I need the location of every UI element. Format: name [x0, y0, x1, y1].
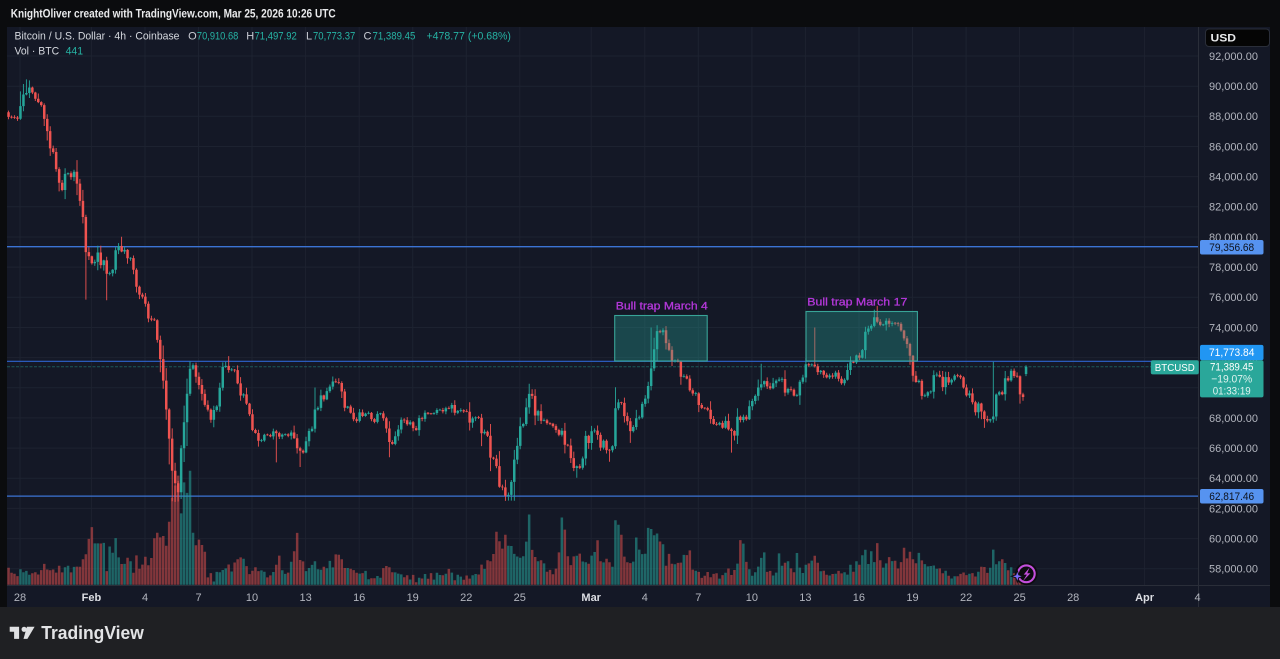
svg-text:68,000.00: 68,000.00 — [1209, 413, 1258, 425]
svg-text:84,000.00: 84,000.00 — [1209, 172, 1258, 184]
svg-text:25: 25 — [514, 592, 526, 604]
svg-text:441: 441 — [66, 46, 84, 58]
svg-text:19: 19 — [906, 592, 918, 604]
svg-text:Bull trap March 4: Bull trap March 4 — [616, 300, 708, 312]
svg-text:4: 4 — [1194, 592, 1200, 604]
svg-text:22: 22 — [960, 592, 972, 604]
svg-text:71,773.84: 71,773.84 — [1209, 347, 1255, 359]
svg-text:Mar: Mar — [581, 592, 601, 604]
svg-text:4: 4 — [142, 592, 148, 604]
svg-text:86,000.00: 86,000.00 — [1209, 141, 1258, 153]
svg-text:71,389.45: 71,389.45 — [1210, 362, 1254, 374]
svg-text:92,000.00: 92,000.00 — [1209, 51, 1258, 63]
svg-text:O: O — [188, 30, 197, 42]
svg-text:16: 16 — [353, 592, 365, 604]
svg-text:C: C — [364, 30, 372, 42]
svg-text:Vol · BTC: Vol · BTC — [15, 46, 60, 58]
svg-text:KnightOliver created with Trad: KnightOliver created with TradingView.co… — [11, 8, 336, 20]
svg-text:79,356.68: 79,356.68 — [1209, 242, 1254, 254]
svg-text:Bitcoin / U.S. Dollar · 4h · C: Bitcoin / U.S. Dollar · 4h · Coinbase — [15, 30, 180, 42]
svg-text:16: 16 — [853, 592, 865, 604]
svg-text:L: L — [306, 30, 312, 42]
svg-text:BTCUSD: BTCUSD — [1155, 363, 1195, 374]
svg-text:19: 19 — [407, 592, 419, 604]
svg-text:88,000.00: 88,000.00 — [1209, 111, 1258, 123]
svg-text:62,000.00: 62,000.00 — [1209, 503, 1258, 515]
svg-text:22: 22 — [460, 592, 472, 604]
svg-text:90,000.00: 90,000.00 — [1209, 81, 1258, 93]
svg-text:USD: USD — [1211, 33, 1237, 45]
svg-text:Feb: Feb — [82, 592, 102, 604]
svg-text:28: 28 — [1067, 592, 1079, 604]
svg-text:76,000.00: 76,000.00 — [1209, 292, 1258, 304]
svg-text:58,000.00: 58,000.00 — [1209, 564, 1258, 576]
svg-text:64,000.00: 64,000.00 — [1209, 473, 1258, 485]
svg-text:25: 25 — [1013, 592, 1025, 604]
svg-text:74,000.00: 74,000.00 — [1209, 322, 1258, 334]
svg-text:82,000.00: 82,000.00 — [1209, 202, 1258, 214]
svg-text:10: 10 — [246, 592, 258, 604]
svg-text:70,910.68: 70,910.68 — [197, 30, 238, 42]
svg-text:10: 10 — [746, 592, 758, 604]
svg-text:62,817.46: 62,817.46 — [1209, 491, 1254, 503]
svg-text:66,000.00: 66,000.00 — [1209, 443, 1258, 455]
svg-text:−19.07%: −19.07% — [1211, 374, 1252, 386]
svg-text:13: 13 — [299, 592, 311, 604]
svg-text:71,389.45: 71,389.45 — [373, 30, 416, 42]
svg-text:60,000.00: 60,000.00 — [1209, 534, 1258, 546]
svg-text:Bull trap March 17: Bull trap March 17 — [807, 297, 907, 309]
svg-text:01:33:19: 01:33:19 — [1213, 386, 1251, 398]
svg-text:13: 13 — [799, 592, 811, 604]
svg-text:H: H — [246, 30, 254, 42]
svg-text:71,497.92: 71,497.92 — [255, 30, 297, 42]
svg-text:+478.77 (+0.68%): +478.77 (+0.68%) — [427, 30, 511, 42]
svg-text:4: 4 — [642, 592, 648, 604]
svg-text:70,773.37: 70,773.37 — [313, 30, 355, 42]
svg-text:7: 7 — [195, 592, 201, 604]
svg-text:7: 7 — [695, 592, 701, 604]
svg-text:78,000.00: 78,000.00 — [1209, 262, 1258, 274]
svg-text:Apr: Apr — [1135, 592, 1155, 604]
svg-text:28: 28 — [14, 592, 26, 604]
svg-text:TradingView: TradingView — [41, 623, 144, 643]
